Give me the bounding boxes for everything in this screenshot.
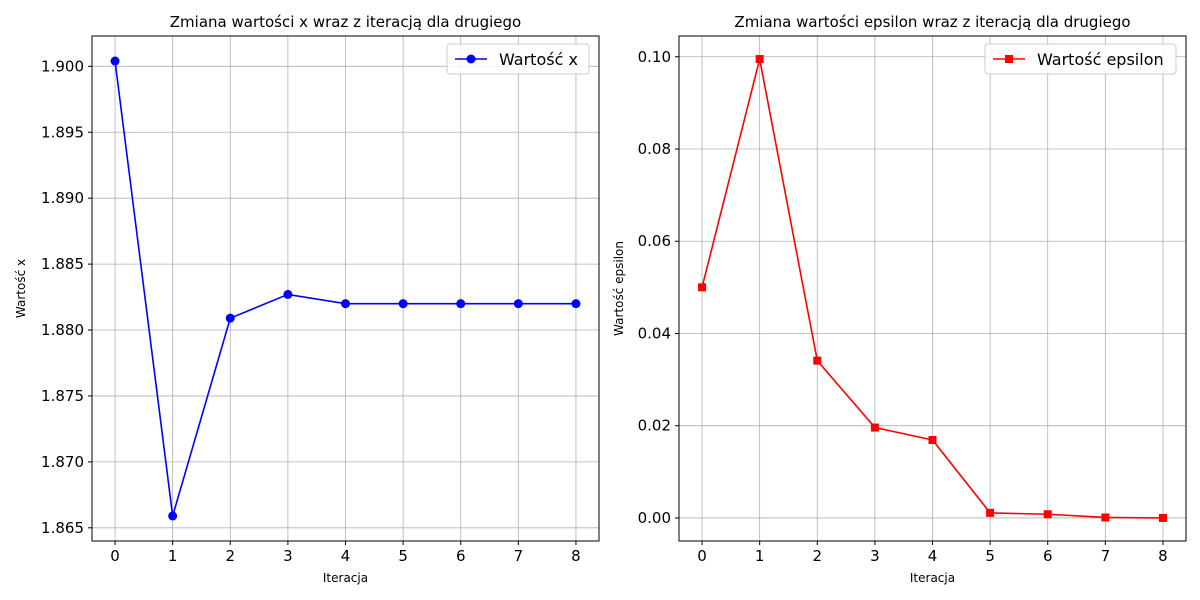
data-point (398, 299, 408, 309)
x-tick-label: 0 (110, 547, 120, 565)
y-tick-label: 1.890 (41, 189, 84, 207)
data-point (755, 55, 764, 64)
x-tick-label: 3 (870, 547, 880, 565)
x-tick-label: 1 (168, 547, 178, 565)
data-point (168, 511, 178, 521)
chart-title: Zmiana wartości epsilon wraz z iteracją … (734, 13, 1130, 31)
x-axis-label: Iteracja (910, 571, 955, 585)
x-tick-label: 5 (398, 547, 408, 565)
legend-label: Wartość x (499, 50, 578, 69)
data-point (571, 299, 581, 309)
x-tick-label: 3 (283, 547, 293, 565)
y-tick-label: 0.06 (638, 232, 671, 250)
legend: Wartość x (446, 43, 590, 75)
chart-panel-2: 0 1 2 3 4 5 6 7 8 0.00 0.02 0.04 0.06 0.08 0.10 Zmiana … (612, 13, 1187, 585)
y-tick-label: 1.885 (41, 255, 84, 273)
x-tick-label: 8 (571, 547, 581, 565)
data-point (283, 289, 293, 299)
x-tick-label: 5 (985, 547, 995, 565)
x-tick-label: 7 (514, 547, 524, 565)
y-tick-label: 0.00 (638, 509, 671, 527)
data-point (341, 299, 350, 309)
y-tick-label: 0.04 (638, 324, 671, 342)
chart-title: Zmiana wartości x wraz z iteracją dla dr… (170, 13, 521, 31)
data-point (225, 313, 235, 323)
data-point (986, 508, 995, 517)
y-tick-label: 0.02 (638, 417, 671, 435)
y-tick-label: 1.880 (41, 321, 84, 339)
y-axis-label: Wartość epsilon (612, 241, 626, 336)
legend-label: Wartość epsilon (1037, 50, 1164, 69)
x-tick-label: 7 (1101, 547, 1111, 565)
legend: Wartość epsilon (984, 43, 1177, 75)
legend-box (984, 43, 1177, 75)
y-axis-label: Wartość x (14, 259, 28, 318)
data-point (870, 423, 879, 432)
x-tick-label: 2 (812, 547, 822, 565)
x-tick-label: 0 (697, 547, 707, 565)
y-tick-label: 1.895 (41, 123, 84, 141)
data-point (456, 299, 466, 309)
x-tick-label: 8 (1158, 547, 1168, 565)
data-point (1101, 513, 1110, 522)
y-tick-label: 0.08 (638, 140, 671, 158)
data-point (1043, 510, 1052, 519)
data-point (813, 356, 822, 365)
data-point (928, 436, 937, 444)
x-tick-label: 4 (928, 547, 938, 565)
x-axis-label: Iteracja (323, 571, 368, 585)
legend-marker (1005, 55, 1013, 63)
data-point (513, 299, 523, 309)
y-tick-label: 0.10 (638, 48, 671, 66)
legend-box (446, 43, 590, 75)
legend-marker (466, 54, 476, 64)
x-tick-label: 6 (456, 547, 466, 565)
y-tick-label: 1.865 (41, 519, 84, 537)
x-tick-label: 6 (1043, 547, 1053, 565)
y-tick-label: 1.875 (41, 387, 84, 405)
y-tick-label: 1.900 (41, 57, 84, 75)
data-point (698, 283, 707, 292)
data-point (1158, 513, 1167, 522)
x-tick-label: 1 (755, 547, 765, 565)
chart-panel-1: 0 1 2 3 4 5 6 7 8 1.865 1.870 1.875 1.880 1.885 1.890 1… (14, 13, 600, 585)
x-tick-label: 2 (225, 547, 235, 565)
x-tick-label: 4 (341, 547, 351, 565)
data-point (110, 56, 120, 66)
y-tick-label: 1.870 (41, 453, 84, 471)
